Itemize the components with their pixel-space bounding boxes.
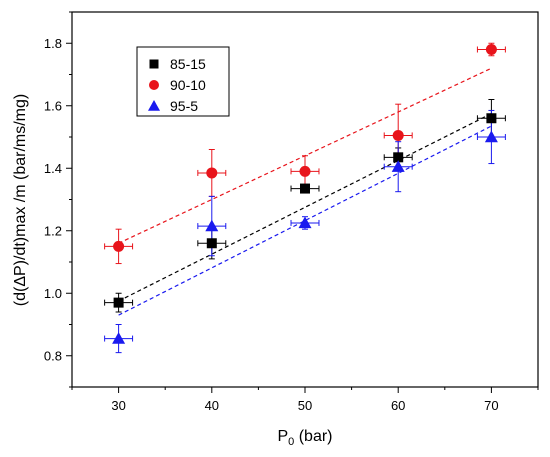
data-point-85-15 xyxy=(300,183,310,194)
x-tick-label: 60 xyxy=(391,398,405,413)
y-tick-label: 1.4 xyxy=(44,161,62,176)
x-axis-title-main: P xyxy=(277,428,288,445)
data-point-95-5 xyxy=(298,216,312,229)
fit-line-85-15 xyxy=(118,113,492,302)
y-tick-label: 1.0 xyxy=(44,286,62,301)
data-point-85-15 xyxy=(113,297,124,308)
x-tick-label: 50 xyxy=(298,398,312,413)
legend-marker-85-15 xyxy=(149,59,159,69)
data-point-85-15 xyxy=(486,113,497,124)
legend-marker-90-10 xyxy=(149,80,159,90)
data-point-90-10 xyxy=(206,167,218,179)
x-tick-label: 40 xyxy=(205,398,219,413)
legend-label-90-10: 90-10 xyxy=(170,77,206,93)
data-point-95-5 xyxy=(391,160,405,172)
legend-label-85-15: 85-15 xyxy=(170,56,206,72)
data-point-95-5 xyxy=(112,332,126,344)
y-tick-label: 0.8 xyxy=(44,348,62,363)
data-point-90-10 xyxy=(113,240,125,252)
legend: 85-15 90-10 95-5 xyxy=(136,46,230,117)
data-point-95-5 xyxy=(205,219,219,232)
axes: 30 40 50 60 70 0.8 1.0 1.2 1.4 1.6 1.8 xyxy=(44,11,539,413)
legend-label-95-5: 95-5 xyxy=(170,98,198,114)
x-axis-title-unit: (bar) xyxy=(294,428,332,445)
data-point-90-10 xyxy=(299,165,311,177)
x-axis-title: P0 (bar) xyxy=(277,428,332,448)
x-tick-label: 70 xyxy=(484,398,498,413)
data-points xyxy=(112,44,498,344)
y-tick-label: 1.8 xyxy=(44,36,62,51)
data-point-95-5 xyxy=(484,130,498,143)
legend-marker-95-5 xyxy=(148,100,160,111)
x-axis-title-subscript: 0 xyxy=(288,436,294,448)
x-tick-label: 30 xyxy=(111,398,125,413)
data-point-90-10 xyxy=(392,129,404,141)
y-axis-title: (d(ΔP)/dt)max /m (bar/ms/mg) xyxy=(12,94,29,306)
y-tick-label: 1.2 xyxy=(44,223,62,238)
data-point-90-10 xyxy=(485,44,497,55)
y-tick-label: 1.6 xyxy=(44,98,62,113)
data-point-85-15 xyxy=(393,152,404,163)
data-point-85-15 xyxy=(206,238,217,249)
